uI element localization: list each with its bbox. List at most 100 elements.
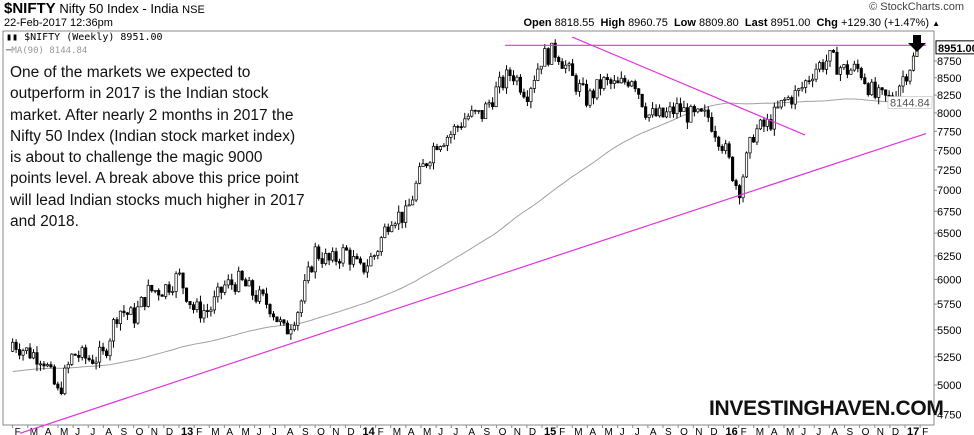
candle-body — [414, 182, 418, 201]
line-icon: ━ — [6, 46, 12, 56]
candle-body — [111, 319, 116, 342]
candle-body — [477, 110, 481, 112]
candle-body — [748, 136, 752, 154]
candle-body — [866, 83, 870, 96]
up-triangle-icon: ▲ — [932, 19, 940, 28]
candle-body — [438, 146, 442, 151]
candle-body — [369, 256, 373, 267]
candle-body — [911, 55, 916, 71]
candle-body — [42, 363, 46, 367]
candle-body — [536, 68, 540, 81]
candle-body — [835, 51, 839, 75]
x-tick-label: M — [574, 427, 582, 435]
candle-body — [741, 176, 745, 199]
index-name: Nifty 50 Index - India — [59, 1, 179, 16]
candle-body — [724, 143, 728, 151]
candle-body — [800, 87, 804, 90]
candle-body — [324, 253, 328, 264]
candle-body — [870, 81, 874, 96]
candle-body — [390, 225, 394, 233]
candle-body — [807, 80, 811, 83]
candle-body — [637, 88, 641, 95]
y-tick-label: 5250 — [937, 352, 961, 364]
x-tick-label: S — [665, 427, 672, 435]
candle-body — [699, 108, 703, 112]
x-tick-label: O — [680, 427, 688, 435]
x-tick-label: D — [166, 427, 173, 435]
candle-body — [261, 289, 265, 295]
x-tick-label: M — [393, 427, 401, 435]
symbol: $NIFTY — [4, 0, 56, 17]
candle-body — [616, 80, 620, 84]
x-tick-label: A — [468, 427, 475, 435]
candle-body — [539, 65, 543, 70]
open-value: 8818.55 — [554, 17, 595, 29]
candle-body — [692, 106, 696, 113]
candle-body — [484, 103, 488, 120]
candle-body — [626, 81, 630, 87]
candle-body — [320, 258, 324, 264]
trendline-rising — [19, 132, 927, 434]
candle-body — [619, 77, 623, 84]
candle-body — [108, 340, 112, 357]
candle-body — [118, 310, 122, 325]
y-tick-label: 4750 — [937, 410, 961, 422]
last-label: Last — [744, 17, 768, 29]
candle-body — [230, 279, 234, 286]
candle-body — [689, 106, 693, 123]
x-tick-label: D — [347, 427, 354, 435]
x-tick-label: 13 — [181, 426, 193, 435]
candle-body — [744, 152, 749, 178]
candle-body — [452, 126, 456, 135]
legend-series: ▮▮ $NIFTY (Weekly) 8951.00 — [6, 32, 163, 44]
candle-body — [160, 294, 164, 297]
candle-body — [31, 352, 36, 359]
candle-body — [376, 251, 380, 256]
candle-body — [49, 364, 53, 368]
x-tick-label: J — [635, 427, 640, 435]
candle-body — [717, 136, 721, 147]
candle-body — [480, 110, 484, 120]
x-tick-label: A — [589, 427, 596, 435]
candle-body — [473, 109, 477, 112]
candle-body — [727, 143, 731, 158]
y-tick-label: 5750 — [937, 299, 961, 311]
high-label: High — [600, 17, 625, 29]
watermark: INVESTINGHAVEN.COM — [709, 397, 944, 420]
candle-body — [543, 48, 547, 67]
x-tick-label: M — [211, 427, 219, 435]
candle-body — [56, 383, 60, 389]
candle-body — [212, 296, 216, 311]
candle-body — [898, 85, 902, 98]
x-tick-label: F — [378, 427, 384, 435]
candle-body — [233, 284, 237, 292]
candle-body — [682, 107, 686, 113]
candle-body — [240, 270, 244, 281]
annotation-text: One of the markets we expected to outper… — [10, 64, 305, 231]
y-tick-label: 8750 — [937, 56, 961, 68]
candle-body — [237, 270, 241, 292]
candle-body — [181, 272, 185, 289]
timestamp: 22-Feb-2017 12:36pm — [4, 17, 113, 29]
candle-body — [828, 50, 832, 62]
candle-body — [216, 286, 220, 298]
candle-body — [595, 79, 599, 99]
candle-body — [640, 93, 644, 108]
candle-body — [713, 131, 717, 138]
copyright: © StockCharts.com — [869, 1, 964, 13]
candle-body — [344, 247, 349, 251]
candle-body — [310, 266, 314, 273]
candle-body — [129, 307, 133, 315]
candle-body — [38, 363, 43, 366]
candle-body — [174, 273, 178, 292]
candle-body — [184, 287, 189, 302]
candle-body — [612, 80, 616, 84]
candle-body — [379, 237, 383, 252]
candle-body — [904, 76, 909, 82]
down-arrow-icon — [908, 35, 926, 52]
chart-title: $NIFTY Nifty 50 Index - India NSE — [4, 0, 205, 17]
candle-body — [195, 301, 199, 311]
candle-body — [824, 60, 829, 70]
candle-body — [685, 107, 689, 123]
low-label: Low — [673, 17, 696, 29]
